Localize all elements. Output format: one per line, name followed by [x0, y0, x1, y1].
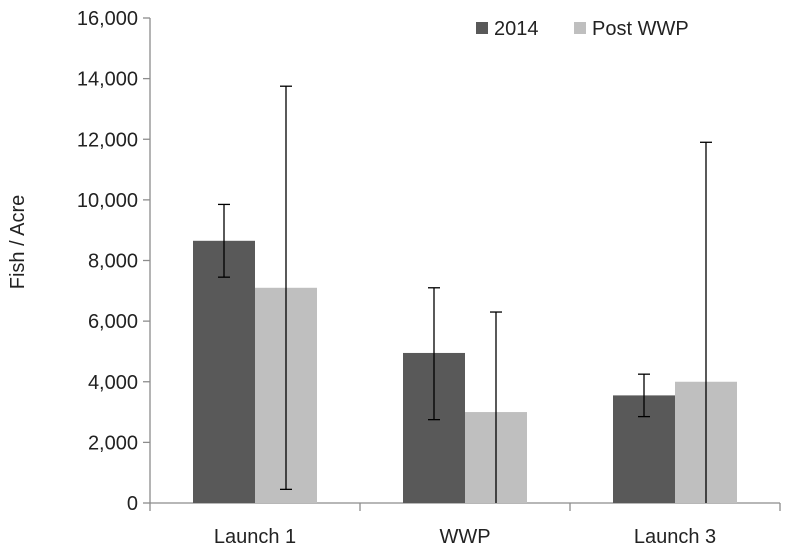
- y-axis-title: Fish / Acre: [7, 195, 29, 289]
- legend-label: 2014: [494, 18, 539, 40]
- x-tick-label: WWP: [439, 526, 490, 548]
- x-tick-label: Launch 1: [214, 526, 296, 548]
- y-tick-label: 2,000: [88, 432, 138, 454]
- legend-swatch: [476, 22, 488, 34]
- y-tick-label: 6,000: [88, 311, 138, 333]
- x-axis: Launch 1 WWP Launch 3: [149, 502, 781, 548]
- y-axis: 0 2,000 4,000 6,000 8,000 10,000 12,000 14,000 1…: [77, 8, 151, 515]
- bar: [193, 240, 255, 503]
- x-tick-label: Launch 3: [634, 526, 716, 548]
- y-tick-label: 14,000: [77, 69, 138, 91]
- bars: [193, 240, 737, 503]
- y-tick-label: 8,000: [88, 251, 138, 273]
- legend: 2014 Post WWP: [476, 18, 689, 40]
- y-tick-label: 0: [127, 493, 138, 515]
- y-tick-label: 12,000: [77, 129, 138, 151]
- legend-swatch: [574, 22, 586, 34]
- y-tick-label: 10,000: [77, 190, 138, 212]
- error-bars: [218, 85, 712, 503]
- y-tick-label: 16,000: [77, 8, 138, 30]
- legend-label: Post WWP: [592, 18, 689, 40]
- y-tick-label: 4,000: [88, 372, 138, 394]
